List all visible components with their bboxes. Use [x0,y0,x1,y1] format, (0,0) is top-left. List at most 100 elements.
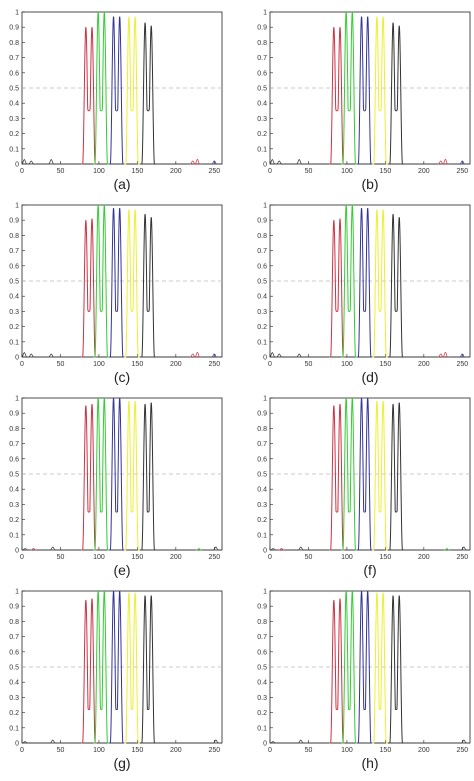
y-tick-label: 0.3 [9,502,19,509]
y-tick-label: 0.1 [9,725,19,732]
series-line-3 [108,397,125,551]
noise-bump [459,353,466,358]
series-line-3 [108,16,125,165]
x-tick-label: 0 [268,747,272,754]
x-tick-label: 100 [93,361,105,368]
x-tick-label: 50 [305,168,313,175]
x-tick-label: 0 [20,747,24,754]
y-tick-label: 0.8 [9,426,19,433]
y-tick-label: 0.4 [9,487,19,494]
series-line-2 [341,397,357,551]
baseline-trace [21,351,222,358]
series-line-5 [388,214,404,358]
series-line-2 [341,590,357,744]
x-tick-label: 100 [93,554,105,561]
noise-bump [211,160,218,165]
y-tick-label: 0.2 [257,131,267,138]
panel-label: (e) [113,562,130,578]
y-tick-label: 0.5 [9,279,19,286]
x-tick-label: 50 [57,554,65,561]
y-tick-label: 0.3 [257,502,267,509]
x-tick-label: 0 [20,168,24,175]
y-tick-label: 0 [15,162,19,169]
y-tick-label: 0.5 [257,279,267,286]
y-tick-label: 0.1 [257,146,267,153]
y-tick-label: 0.4 [9,101,19,108]
series-line-3 [108,590,125,744]
y-tick-label: 1 [263,589,267,596]
x-tick-label: 250 [208,168,220,175]
noise-bump [194,351,201,358]
y-tick-label: 0.9 [9,218,19,225]
series-line-1 [81,27,97,165]
chart-panel-1: 0 0.1 0.2 0.3 0.4 0.5 0.6 0.7 0.8 0.9 1 0 50 100 150 20… [9,10,223,192]
y-tick-label: 0.8 [9,233,19,240]
y-tick-label: 1 [15,589,19,596]
y-tick-label: 1 [263,203,267,210]
series-line-2 [341,11,357,165]
series-line-5 [140,595,156,744]
series-line-3 [356,590,373,744]
series-line-5 [140,22,156,165]
y-tick-label: 0.5 [257,472,267,479]
series-line-1 [329,27,345,165]
x-tick-label: 50 [305,747,313,754]
x-tick-label: 150 [132,168,144,175]
y-tick-label: 0.4 [257,101,267,108]
x-tick-label: 100 [341,747,353,754]
y-tick-label: 0.8 [257,426,267,433]
noise-bump [30,548,37,551]
panel-label: (g) [113,755,130,771]
y-tick-label: 1 [15,396,19,403]
series-line-5 [388,22,404,165]
noise-bump [278,548,285,551]
chart-panel-4: 0 0.1 0.2 0.3 0.4 0.5 0.6 0.7 0.8 0.9 1 0 50 100 150 20… [257,203,471,385]
y-tick-label: 0.7 [257,248,267,255]
y-tick-label: 0.8 [257,233,267,240]
y-tick-label: 0.5 [9,665,19,672]
x-tick-label: 50 [305,554,313,561]
y-tick-label: 0.8 [9,40,19,47]
panel-label: (h) [361,755,378,771]
y-tick-label: 0.6 [257,263,267,270]
series-line-1 [81,218,97,358]
y-tick-label: 0.2 [257,517,267,524]
series-line-4 [372,400,388,551]
x-tick-label: 0 [268,168,272,175]
y-tick-label: 0.1 [9,339,19,346]
y-tick-label: 0 [263,548,267,555]
y-tick-label: 0 [15,741,19,748]
x-tick-label: 250 [456,554,468,561]
x-tick-label: 100 [341,361,353,368]
y-tick-label: 0.6 [257,456,267,463]
y-tick-label: 0.3 [9,309,19,316]
y-tick-label: 0.8 [9,619,19,626]
noise-bump [459,160,466,165]
x-tick-label: 50 [57,168,65,175]
x-tick-label: 150 [380,361,392,368]
series-line-5 [388,402,404,551]
chart-panel-6: 0 0.1 0.2 0.3 0.4 0.5 0.6 0.7 0.8 0.9 1 0 50 100 150 20… [257,396,471,578]
series-line-2 [93,397,109,551]
noise-bump [443,548,450,551]
series-line-5 [388,595,404,744]
y-tick-label: 1 [263,10,267,17]
y-tick-label: 0.6 [9,70,19,77]
baseline-trace [270,739,470,744]
y-tick-label: 0.5 [257,86,267,93]
chart-panel-2: 0 0.1 0.2 0.3 0.4 0.5 0.6 0.7 0.8 0.9 1 0 50 100 150 20… [257,10,471,192]
y-tick-label: 0 [263,355,267,362]
x-tick-label: 150 [132,361,144,368]
baseline-trace [22,546,222,551]
y-tick-label: 0.9 [257,604,267,611]
series-line-5 [140,402,156,551]
panel-label: (f) [363,562,376,578]
y-tick-label: 0.3 [257,695,267,702]
x-tick-label: 100 [93,168,105,175]
x-tick-label: 150 [380,554,392,561]
y-tick-label: 0.4 [257,487,267,494]
series-line-4 [124,592,140,744]
y-tick-label: 0.2 [9,324,19,331]
y-tick-label: 0 [15,355,19,362]
y-tick-label: 0.2 [9,517,19,524]
